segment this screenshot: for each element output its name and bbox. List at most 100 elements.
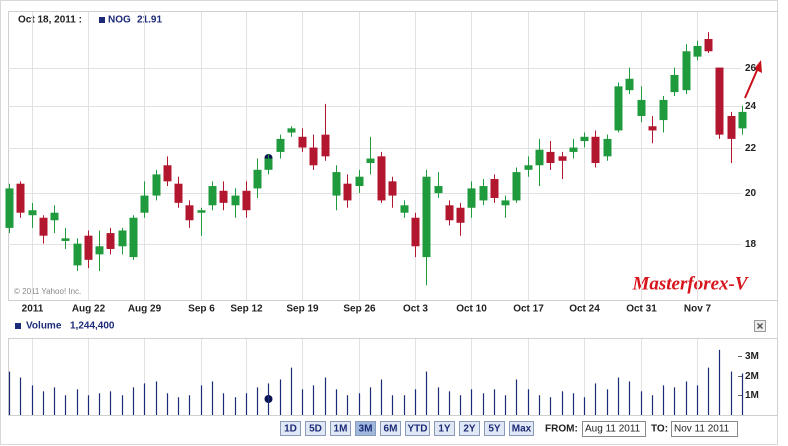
range-button-label: 1Y — [438, 424, 451, 435]
from-value: Aug 11 2011 — [585, 424, 641, 435]
range-button-label: 1M — [334, 424, 348, 435]
candle-body — [727, 115, 736, 139]
range-button[interactable]: Max — [509, 421, 534, 436]
candle-body — [197, 210, 206, 213]
x-tick-label: Oct 17 — [513, 304, 544, 315]
y-tick-label: 20 — [745, 188, 757, 199]
x-tick-label: Aug 22 — [72, 304, 106, 315]
candle-body — [738, 111, 747, 129]
candle-body — [140, 195, 149, 213]
range-button[interactable]: 5D — [305, 421, 326, 436]
x-tick-label: Nov 7 — [684, 304, 712, 315]
candle-body — [309, 147, 318, 166]
candle-body — [264, 158, 273, 170]
candle-body — [625, 78, 634, 91]
candle-body — [456, 207, 465, 223]
y-tick-label: 2M — [745, 371, 759, 382]
range-button-label: Max — [512, 424, 532, 435]
range-button-label: 5D — [309, 424, 322, 435]
from-input[interactable] — [582, 421, 646, 437]
range-button[interactable]: 1D — [280, 421, 301, 436]
range-button[interactable]: 1M — [330, 421, 351, 436]
candle-body — [591, 136, 600, 164]
candle-body — [332, 172, 341, 196]
range-button-bg — [434, 421, 455, 436]
candle-body — [73, 243, 82, 266]
candle-body — [343, 183, 352, 201]
candle-body — [614, 86, 623, 131]
candle-body — [682, 51, 691, 91]
candle-body — [422, 176, 431, 258]
range-button[interactable]: 5Y — [484, 421, 505, 436]
candle-body — [321, 134, 330, 157]
candle-body — [219, 190, 228, 203]
close-button[interactable] — [754, 320, 766, 332]
candle-body — [535, 149, 544, 166]
from-label: FROM: — [545, 424, 578, 435]
candle-body — [287, 128, 296, 133]
candle-body — [253, 169, 262, 189]
range-button[interactable]: 6M — [380, 421, 401, 436]
legend-date: Oct 18, 2011 : — [18, 15, 82, 26]
range-button-bg — [459, 421, 480, 436]
legend-swatch — [99, 17, 105, 23]
price-panel — [8, 11, 778, 301]
candle-body — [39, 217, 48, 236]
candle-body — [479, 186, 488, 201]
candle-body — [242, 190, 251, 211]
range-button-bg — [280, 421, 301, 436]
range-button-bg — [509, 421, 534, 436]
x-tick-label: Sep 19 — [286, 304, 319, 315]
candle-body — [693, 45, 702, 57]
candle-body — [400, 205, 409, 213]
range-button-bg — [380, 421, 401, 436]
candle-body — [129, 217, 138, 258]
range-button[interactable]: 1Y — [434, 421, 455, 436]
y-tick-label: 22 — [745, 143, 757, 154]
candle-body — [512, 172, 521, 201]
candle-body — [434, 186, 443, 194]
candle-body — [298, 136, 307, 148]
x-tick-label: Oct 31 — [626, 304, 657, 315]
candle-body — [569, 147, 578, 152]
range-button[interactable]: 3M — [355, 421, 376, 436]
candle-body — [501, 200, 510, 206]
candle-body — [61, 238, 70, 241]
range-button-bg — [355, 421, 376, 436]
candle-body — [28, 210, 37, 216]
to-input[interactable] — [671, 421, 738, 437]
candle-body — [50, 212, 59, 221]
candle-body — [603, 138, 612, 157]
candle-body — [84, 235, 93, 260]
x-tick-label: Sep 12 — [230, 304, 263, 315]
candle-body — [670, 74, 679, 93]
x-tick-label: Sep 6 — [188, 304, 215, 315]
candle-body — [715, 67, 724, 135]
candle-body — [637, 99, 646, 116]
candle-body — [580, 136, 589, 142]
candle-body — [355, 176, 364, 187]
range-button-label: 3M — [359, 424, 373, 435]
candle-body — [174, 183, 183, 203]
volume-title: Volume — [26, 321, 62, 332]
x-tick-label: Sep 26 — [343, 304, 376, 315]
range-button-label: 5Y — [488, 424, 501, 435]
candle-body — [648, 126, 657, 131]
candle-body — [546, 151, 555, 164]
candle-body — [490, 179, 499, 198]
volume-panel — [8, 338, 778, 416]
range-button[interactable]: YTD — [405, 421, 430, 436]
y-tick-label: 3M — [745, 351, 759, 362]
range-button-label: 1D — [284, 424, 297, 435]
range-button[interactable]: 2Y — [459, 421, 480, 436]
volume-swatch — [15, 323, 21, 329]
range-button-bg — [330, 421, 351, 436]
candle-body — [704, 38, 713, 52]
candle-body — [377, 156, 386, 201]
candle-body — [411, 217, 420, 247]
range-button-bg — [305, 421, 326, 436]
to-label: TO: — [651, 424, 668, 435]
candle-body — [467, 188, 476, 208]
candle-body — [231, 195, 240, 206]
candle-body — [16, 183, 25, 213]
